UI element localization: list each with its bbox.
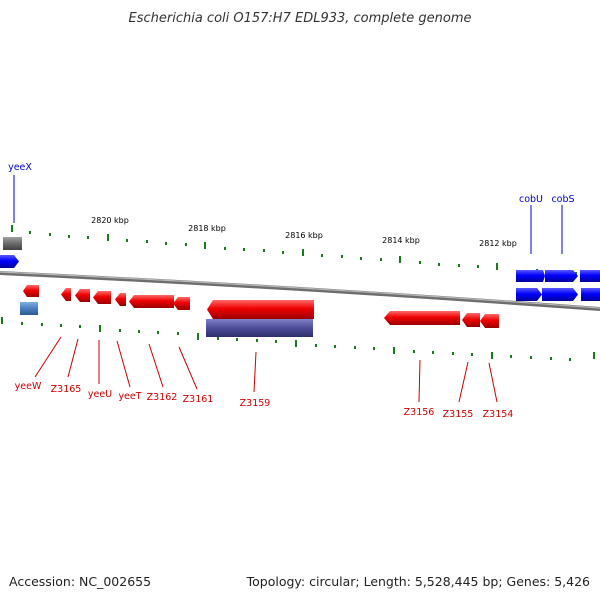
- gene-label-cobS[interactable]: cobS: [551, 194, 574, 205]
- gene-label-cobU[interactable]: cobU: [519, 194, 543, 205]
- accession-text: Accession: NC_002655: [9, 574, 151, 589]
- scale-label: 2814 kbp: [382, 236, 420, 245]
- scale-label: 2820 kbp: [91, 216, 129, 225]
- gene-reverse[interactable]: [23, 285, 39, 297]
- genome-backbone: [0, 271, 600, 311]
- label-leader: [253, 351, 257, 393]
- gene-cobS[interactable]: [542, 288, 578, 301]
- scale-ticks-bottom: [1, 317, 595, 361]
- gene-label-yeeW[interactable]: yeeW: [15, 381, 42, 392]
- gene-label-Z3165[interactable]: Z3165: [51, 384, 82, 395]
- gene-yeeT[interactable]: [115, 293, 126, 306]
- reverse-gene-labels: yeeW Z3165 yeeU yeeT Z3162 Z3161 Z3159 Z…: [15, 381, 514, 420]
- label-leader: [418, 359, 421, 403]
- gene-Z3156[interactable]: [384, 311, 460, 325]
- gene-yeeU[interactable]: [93, 291, 111, 304]
- forward-strand-features: [0, 237, 600, 301]
- gene-Z3161[interactable]: [173, 297, 190, 310]
- gene-label-Z3156[interactable]: Z3156: [404, 407, 435, 418]
- label-leader: [488, 362, 498, 403]
- gene-label-yeeT[interactable]: yeeT: [118, 391, 141, 402]
- scale-label: 2816 kbp: [285, 231, 323, 240]
- gene-label-yeeU[interactable]: yeeU: [88, 389, 112, 400]
- gene-forward[interactable]: [580, 270, 600, 282]
- gene-cobU[interactable]: [516, 288, 542, 301]
- gene-label-yeeX[interactable]: yeeX: [8, 162, 32, 173]
- gene-forward[interactable]: [581, 288, 600, 301]
- label-leader: [116, 340, 131, 388]
- label-leader: [34, 336, 62, 378]
- gene-Z3155[interactable]: [462, 313, 480, 327]
- misc-feature[interactable]: [20, 302, 38, 315]
- forward-gene-labels: yeeX cobU cobS: [8, 162, 574, 205]
- scale-label: 2818 kbp: [188, 224, 226, 233]
- gene-Z3159[interactable]: [207, 300, 314, 319]
- map-title: Escherichia coli O157:H7 EDL933, complet…: [129, 11, 472, 26]
- label-leader: [458, 361, 469, 403]
- label-leader: [148, 343, 164, 388]
- gene-Z3154[interactable]: [480, 314, 499, 328]
- rna-feature[interactable]: [3, 237, 22, 250]
- gene-label-lines: [13, 175, 563, 403]
- gene-label-Z3161[interactable]: Z3161: [183, 394, 214, 405]
- gene-label-Z3154[interactable]: Z3154: [483, 409, 514, 420]
- label-leader: [67, 338, 79, 378]
- gene-yeeX[interactable]: [0, 255, 19, 268]
- reverse-strand-features: [20, 285, 499, 337]
- gene-Z3165[interactable]: [75, 289, 90, 302]
- scale-labels: 2820 kbp 2818 kbp 2816 kbp 2814 kbp 2812…: [91, 216, 517, 248]
- label-leader: [178, 346, 198, 390]
- gene-forward[interactable]: [545, 270, 578, 282]
- scale-label: 2812 kbp: [479, 239, 517, 248]
- genome-summary-text: Topology: circular; Length: 5,528,445 bp…: [246, 574, 590, 589]
- misc-feature[interactable]: [206, 319, 313, 337]
- gene-label-Z3155[interactable]: Z3155: [443, 409, 474, 420]
- gene-Z3162[interactable]: [129, 295, 174, 308]
- gene-forward[interactable]: [516, 270, 545, 282]
- gene-label-Z3162[interactable]: Z3162: [147, 392, 178, 403]
- gene-yeeW[interactable]: [61, 288, 71, 301]
- gene-label-Z3159[interactable]: Z3159: [240, 398, 271, 409]
